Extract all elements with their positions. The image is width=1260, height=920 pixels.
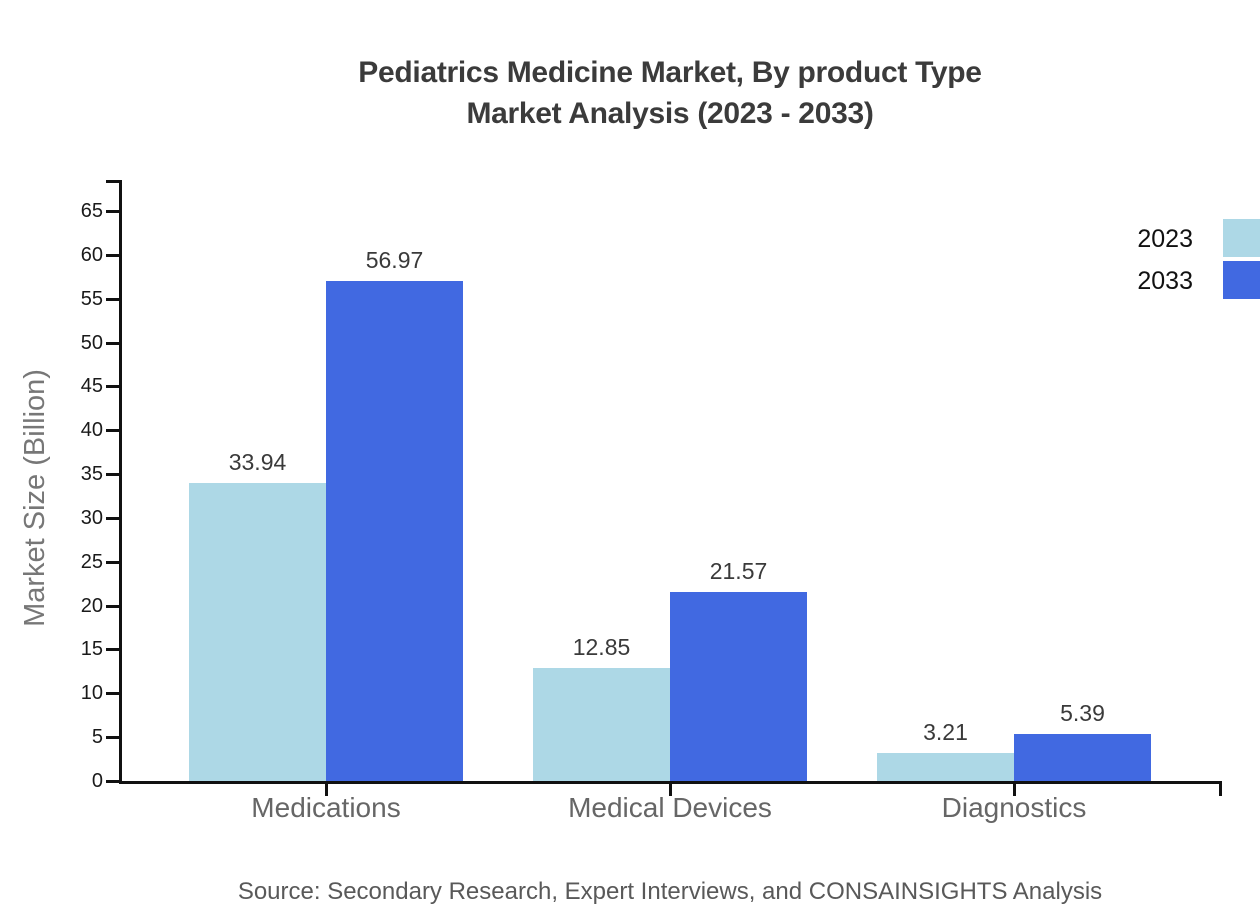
bar-2023-medical-devices	[533, 668, 670, 781]
y-axis-tick	[106, 560, 119, 564]
y-axis-tick	[106, 692, 119, 696]
bar-2033-diagnostics	[1014, 734, 1151, 781]
x-axis-tick	[1013, 784, 1016, 796]
legend-swatch-2023	[1223, 219, 1260, 257]
y-axis-tick	[106, 473, 119, 477]
y-axis-tick	[106, 736, 119, 740]
bar-value-label: 33.94	[228, 449, 287, 475]
legend-label-2023: 2023	[1137, 225, 1193, 253]
category-label: Medications	[251, 792, 401, 823]
y-axis-tick	[106, 210, 119, 213]
y-axis-tick-label: 20	[80, 594, 103, 617]
bar-value-label: 3.21	[923, 719, 968, 745]
bar-value-label: 12.85	[572, 634, 631, 660]
x-axis-tick	[669, 784, 672, 796]
y-axis-line	[119, 180, 122, 784]
chart-title: Pediatrics Medicine Market, By product T…	[80, 52, 1260, 134]
y-axis-tick-label: 60	[80, 243, 103, 266]
source-attribution: Source: Secondary Research, Expert Inter…	[237, 878, 1103, 905]
x-axis-end-tick	[1219, 784, 1222, 796]
bar-value-label: 56.97	[365, 247, 424, 273]
y-axis-tick-label: 55	[80, 287, 103, 310]
y-axis-tick-label: 10	[80, 682, 103, 705]
category-label: Diagnostics	[941, 792, 1087, 823]
y-axis-end-tick	[106, 180, 119, 183]
y-axis-tick-label: 35	[80, 463, 103, 486]
x-axis-line	[119, 781, 1222, 784]
bar-2023-medications	[189, 483, 326, 781]
y-axis-tick-label: 45	[80, 375, 103, 398]
bar-2033-medications	[326, 281, 463, 781]
y-axis-tick-label: 5	[91, 726, 103, 749]
bar-value-label: 21.57	[709, 558, 768, 584]
category-label: Medical Devices	[568, 792, 772, 823]
y-axis-tick-label: 65	[80, 200, 103, 222]
y-axis-tick-label: 50	[80, 331, 103, 354]
y-axis-tick	[106, 297, 119, 301]
y-axis-tick-label: 0	[91, 770, 103, 792]
y-axis-tick	[106, 385, 119, 389]
y-axis-tick	[106, 253, 119, 257]
y-axis-tick	[106, 429, 119, 433]
legend-swatch-2033	[1223, 261, 1260, 299]
legend-label-2033: 2033	[1137, 267, 1193, 295]
x-axis-tick	[325, 784, 328, 796]
chart-title-line2: Market Analysis (2023 - 2033)	[466, 97, 874, 130]
y-axis-tick-label: 15	[80, 638, 103, 661]
y-axis-tick-label: 25	[80, 550, 103, 573]
bar-2033-medical-devices	[670, 592, 807, 781]
y-axis-tick	[106, 341, 119, 345]
y-axis-tick-label: 30	[80, 506, 103, 529]
y-axis-tick	[106, 780, 119, 783]
y-axis-tick	[106, 648, 119, 652]
y-axis-tick	[106, 604, 119, 608]
y-axis-tick	[106, 516, 119, 520]
bar-value-label: 5.39	[1060, 700, 1105, 726]
chart-title-line1: Pediatrics Medicine Market, By product T…	[358, 56, 982, 89]
y-axis-tick-label: 40	[80, 419, 103, 442]
bar-2023-diagnostics	[877, 753, 1014, 781]
